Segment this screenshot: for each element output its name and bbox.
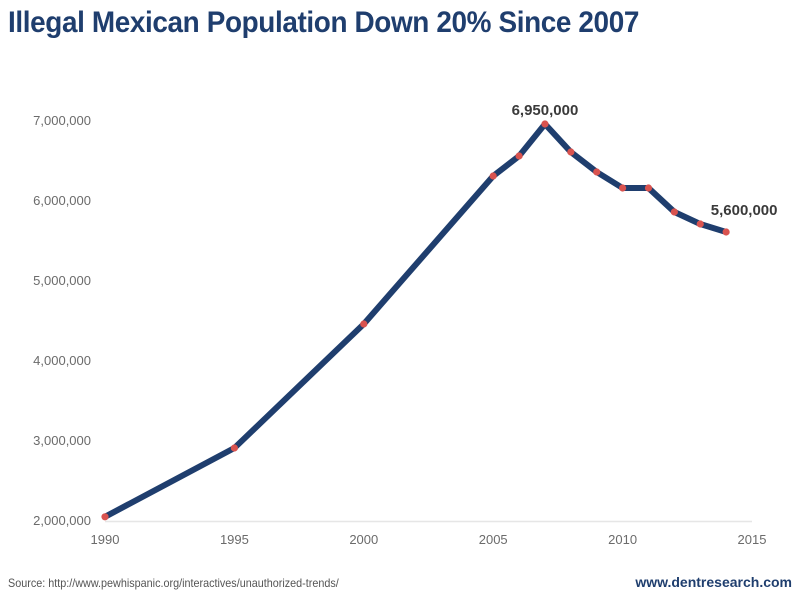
x-tick-label: 1990	[91, 532, 120, 547]
data-label: 5,600,000	[711, 202, 778, 219]
data-point[interactable]	[696, 220, 704, 228]
data-point[interactable]	[489, 172, 497, 180]
data-point[interactable]	[230, 444, 238, 452]
y-tick-label: 4,000,000	[33, 353, 91, 368]
series-group	[101, 120, 730, 521]
data-point[interactable]	[670, 208, 678, 216]
data-point[interactable]	[593, 168, 601, 176]
x-tick-label: 2015	[738, 532, 767, 547]
data-point[interactable]	[541, 120, 549, 128]
data-label: 6,950,000	[512, 102, 579, 119]
data-point[interactable]	[619, 184, 627, 192]
data-point[interactable]	[722, 228, 730, 236]
series-line	[102, 121, 730, 520]
source-note: Source: http://www.pewhispanic.org/inter…	[8, 576, 339, 590]
data-point[interactable]	[644, 184, 653, 192]
y-tick-label: 7,000,000	[33, 113, 91, 128]
brand-link[interactable]: www.dentresearch.com	[635, 574, 792, 590]
chart-title: Illegal Mexican Population Down 20% Sinc…	[8, 6, 640, 39]
x-tick-label: 2000	[349, 532, 378, 547]
x-axis: 1990 1995 2000 2005 2010 2015	[91, 532, 767, 547]
data-point[interactable]	[101, 513, 109, 521]
annotations-group: 6,950,000 5,600,000	[512, 102, 778, 219]
y-tick-label: 3,000,000	[33, 433, 91, 448]
data-point[interactable]	[567, 148, 575, 156]
x-tick-label: 2010	[608, 532, 637, 547]
y-tick-label: 2,000,000	[33, 513, 91, 528]
y-axis: 2,000,000 3,000,000 4,000,000 5,000,000 6,00…	[33, 113, 91, 528]
data-point[interactable]	[360, 320, 368, 328]
y-tick-label: 5,000,000	[33, 273, 91, 288]
y-tick-label: 6,000,000	[33, 193, 91, 208]
data-point[interactable]	[515, 152, 523, 160]
x-tick-label: 1995	[220, 532, 249, 547]
x-tick-label: 2005	[479, 532, 508, 547]
